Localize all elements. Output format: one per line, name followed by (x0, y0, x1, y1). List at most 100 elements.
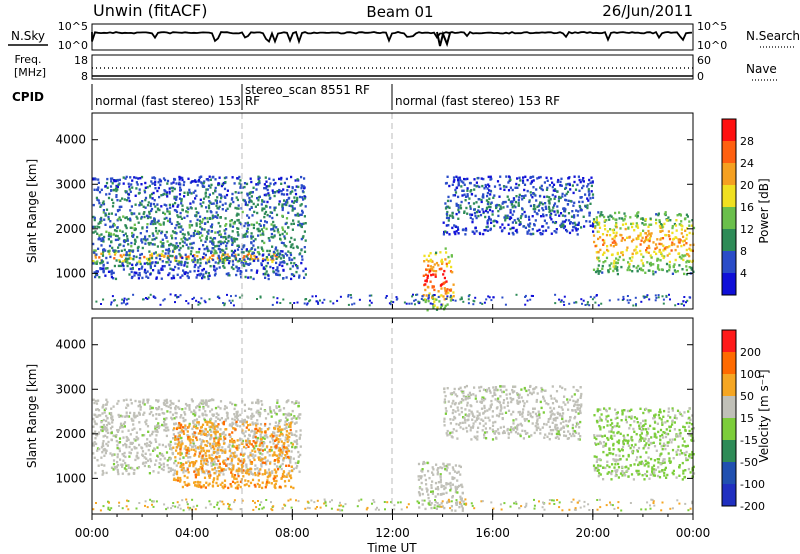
heatmap-cell (450, 255, 453, 258)
heatmap-cell (222, 468, 225, 471)
heatmap-cell (609, 234, 612, 237)
heatmap-cell (147, 215, 150, 218)
heatmap-cell (213, 427, 216, 431)
heatmap-cell (188, 408, 191, 411)
heatmap-cell (444, 207, 448, 210)
heatmap-cell (200, 181, 203, 184)
heatmap-cell (261, 436, 265, 439)
heatmap-cell (601, 264, 604, 268)
cpid-segment-2: stereo_scan 8551 RF (245, 83, 370, 97)
heatmap-cell (198, 222, 202, 226)
heatmap-cell (209, 236, 212, 240)
heatmap-cell (135, 271, 138, 275)
heatmap-cell (214, 436, 217, 440)
heatmap-cell (287, 439, 290, 442)
heatmap-cell (117, 209, 120, 213)
heatmap-cell (96, 273, 99, 277)
heatmap-cell (542, 229, 545, 233)
heatmap-cell (449, 484, 452, 487)
heatmap-cell (219, 250, 222, 254)
heatmap-cell (188, 404, 191, 407)
heatmap-cell (277, 440, 280, 444)
heatmap-cell (207, 449, 211, 453)
heatmap-cell (135, 435, 138, 439)
heatmap-cell (556, 211, 559, 214)
heatmap-cell (536, 177, 539, 180)
heatmap-cell (281, 207, 284, 210)
heatmap-cell (169, 444, 172, 447)
heatmap-cell (159, 223, 162, 226)
heatmap-cell (146, 298, 149, 300)
heatmap-cell (215, 199, 218, 203)
heatmap-cell (276, 256, 279, 259)
heatmap-cell (513, 204, 516, 207)
heatmap-cell (147, 241, 150, 245)
heatmap-cell (659, 259, 662, 262)
heatmap-cell (255, 221, 258, 224)
heatmap-cell (176, 214, 179, 217)
heatmap-cell (370, 301, 373, 304)
heatmap-cell (143, 464, 146, 468)
heatmap-cell (188, 435, 191, 439)
heatmap-cell (173, 472, 176, 475)
heatmap-cell (562, 223, 565, 226)
heatmap-cell (154, 430, 157, 433)
heatmap-cell (263, 472, 267, 476)
heatmap-cell (110, 431, 113, 435)
heatmap-cell (247, 250, 250, 253)
heatmap-cell (289, 423, 292, 426)
heatmap-cell (136, 414, 139, 417)
heatmap-cell (265, 258, 269, 261)
heatmap-cell (301, 236, 304, 239)
heatmap-cell (607, 215, 610, 219)
heatmap-cell (294, 199, 297, 203)
heatmap-cell (656, 238, 659, 241)
heatmap-cell (427, 260, 430, 263)
heatmap-cell (102, 267, 105, 270)
heatmap-cell (191, 427, 194, 431)
heatmap-cell (631, 252, 634, 255)
heatmap-cell (139, 408, 142, 411)
heatmap-cell (281, 226, 284, 229)
heatmap-cell (175, 198, 178, 201)
heatmap-cell (181, 274, 184, 277)
heatmap-cell (202, 407, 205, 410)
heatmap-cell (392, 301, 395, 304)
heatmap-cell (232, 251, 235, 254)
heatmap-cell (121, 425, 124, 429)
heatmap-cell (235, 196, 238, 199)
heatmap-cell (168, 244, 171, 247)
heatmap-cell (565, 199, 568, 202)
heatmap-cell (246, 203, 249, 207)
heatmap-cell (621, 223, 625, 226)
heatmap-cell (205, 414, 208, 417)
heatmap-cell (171, 268, 174, 271)
heatmap-cell (479, 232, 482, 236)
heatmap-cell (132, 414, 135, 417)
heatmap-cell (606, 245, 609, 248)
heatmap-cell (138, 443, 141, 447)
heatmap-cell (528, 200, 531, 204)
heatmap-cell (94, 399, 97, 403)
heatmap-cell (449, 214, 452, 217)
heatmap-cell (181, 228, 184, 231)
heatmap-cell (486, 225, 489, 228)
heatmap-cell (506, 216, 509, 220)
heatmap-cell (186, 404, 189, 407)
heatmap-cell (116, 226, 119, 229)
heatmap-cell (93, 188, 96, 191)
heatmap-cell (554, 302, 557, 305)
heatmap-cell (158, 425, 161, 428)
heatmap-cell (433, 294, 436, 296)
heatmap-cell (138, 256, 141, 260)
heatmap-cell (610, 262, 613, 265)
heatmap-cell (102, 449, 105, 452)
heatmap-cell (589, 224, 592, 227)
heatmap-cell (198, 219, 202, 222)
heatmap-cell (305, 298, 308, 300)
nave-tick-top: 60 (697, 54, 711, 67)
heatmap-cell (155, 428, 159, 432)
heatmap-cell (422, 299, 425, 302)
heatmap-cell (573, 180, 576, 184)
heatmap-cell (202, 218, 205, 221)
